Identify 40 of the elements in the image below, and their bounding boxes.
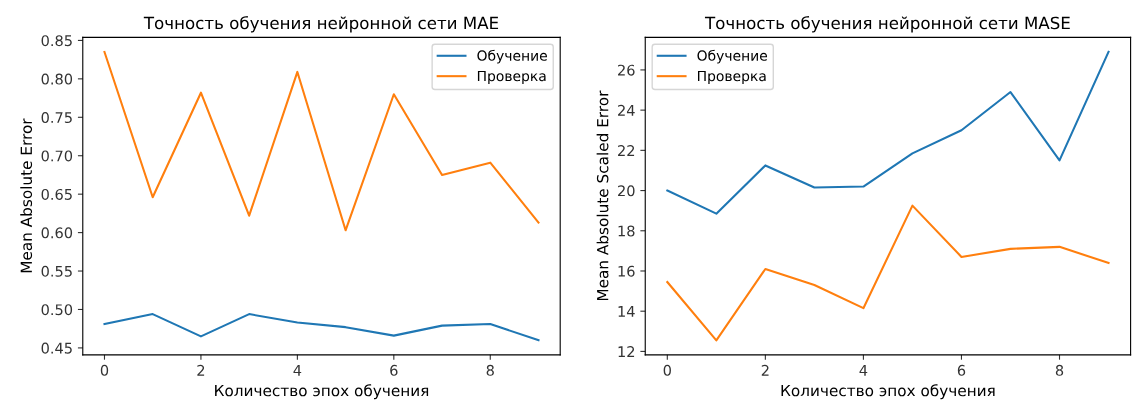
x-tick-label: 0 [663,364,671,376]
y-tick-label: 14 [618,306,635,317]
y-axis-title: Mean Absolute Scaled Error [596,90,609,301]
x-tick-label: 4 [859,365,868,376]
legend-label: Обучение [477,49,547,64]
y-tick-label: 0.85 [41,35,72,47]
y-tick-label: 0.60 [41,227,73,239]
legend-label: Проверка [698,70,766,84]
y-tick-label: 20 [618,185,635,197]
y-axis-title: Mean Absolute Error [20,118,33,273]
legend-label: Обучение [697,49,768,64]
y-tick-label: 0.50 [41,304,73,316]
y-tick-label: 0.75 [41,112,72,124]
line-series [666,50,1110,215]
y-tick-label: 18 [618,225,635,237]
y-tick-label: 0.65 [41,188,72,200]
x-tick-label: 8 [1055,364,1064,376]
y-tick-label: 16 [618,265,635,277]
x-tick-label: 6 [390,364,398,376]
chart-title: Точность обучения нейронной сети MAE [143,16,499,33]
chart-title: Точность обучения нейронной сети MASE [704,16,1070,33]
line-series [103,313,540,342]
x-axis-title: Количество эпох обучения [781,384,995,400]
x-axis-title: Количество эпох обучения [215,384,429,400]
x-tick-label: 2 [197,364,205,376]
legend-label: Проверка [477,70,546,84]
y-tick-label: 24 [618,104,635,116]
y-tick-label: 0.80 [41,73,73,85]
x-tick-label: 6 [957,364,966,376]
y-tick-label: 12 [618,346,635,357]
x-tick-label: 2 [761,364,769,376]
line-series [666,204,1110,342]
x-tick-label: 8 [486,364,494,376]
x-tick-label: 0 [100,364,109,376]
y-tick-label: 26 [618,64,635,76]
x-tick-label: 4 [293,365,302,376]
y-tick-label: 0.55 [41,265,72,277]
y-tick-label: 0.45 [41,342,72,354]
y-tick-label: 0.70 [41,150,73,162]
y-tick-label: 22 [618,145,635,156]
